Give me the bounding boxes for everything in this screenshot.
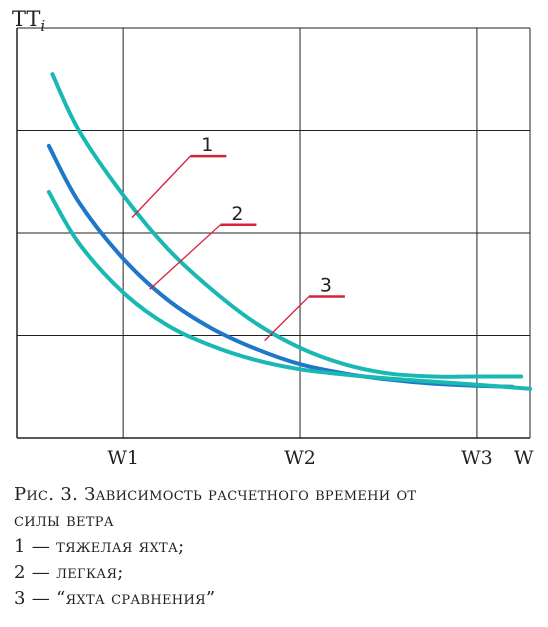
x-tick-label: W1 [107, 447, 139, 469]
callouts: 1 2 3 [131, 134, 345, 342]
caption-item-3: 3 — “яхта сравнения” [14, 588, 216, 610]
callout-label-2: 2 [231, 203, 243, 225]
callout-leader-2 [149, 224, 221, 290]
callout-leader-3 [264, 296, 310, 342]
callout-label-3: 3 [320, 275, 332, 297]
axis-labels: TTi W W1 W2 W3 [12, 7, 534, 469]
x-axis-label: W [514, 447, 534, 469]
x-tick-label: W3 [461, 447, 493, 469]
series-lines [46, 72, 532, 391]
x-tick-label: W2 [284, 447, 316, 469]
caption-title-line-1: Рис. 3. Зависимость расчетного времени о… [14, 484, 417, 505]
chart: 1 2 3 TTi W W1 W2 W3 [12, 7, 534, 469]
callout-label-1: 1 [201, 134, 213, 156]
axes [16, 27, 531, 439]
y-axis-label: TTi [12, 7, 45, 35]
series-line-2 [46, 143, 515, 389]
caption-item-2: 2 — легкая; [14, 562, 124, 584]
callout-leader-1 [131, 155, 191, 219]
series-line-3 [46, 190, 532, 391]
caption-title-line-2: силы ветра [14, 510, 114, 532]
caption-item-1: 1 — тяжелая яхта; [14, 536, 185, 558]
figure-caption: Рис. 3. Зависимость расчетного времени о… [14, 482, 539, 612]
